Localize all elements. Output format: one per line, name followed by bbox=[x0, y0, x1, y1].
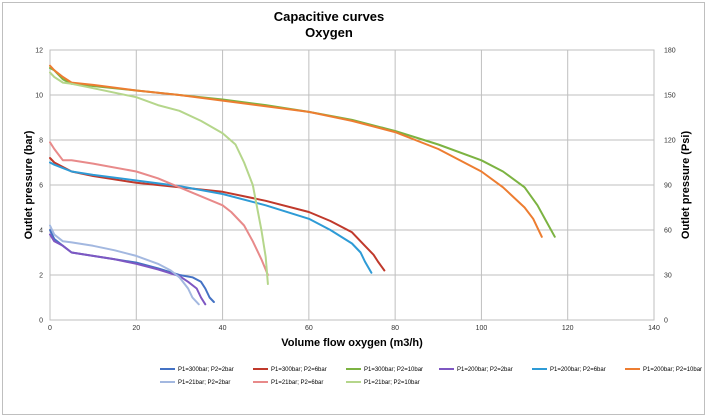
chart-subtitle: Oxygen bbox=[305, 25, 353, 40]
series-line bbox=[49, 224, 200, 306]
x-tick-label: 100 bbox=[476, 325, 488, 332]
x-tick-label: 140 bbox=[648, 325, 660, 332]
legend-label: P1=300bar; P2=10bar bbox=[364, 367, 423, 373]
y-tick-label: 6 bbox=[39, 183, 43, 190]
tick-labels: 0 20 40 60 80 100 120 1400246810120306090120150… bbox=[35, 48, 676, 333]
y2-tick-label: 150 bbox=[664, 93, 676, 100]
chart-title: Capacitive curves bbox=[274, 9, 385, 24]
x-tick-label: 20 bbox=[132, 325, 140, 332]
series-lines bbox=[49, 64, 556, 306]
legend-label: P1=200bar; P2=2bar bbox=[457, 367, 513, 373]
series-line bbox=[49, 161, 373, 274]
legend: P1=300bar; P2=2bar P1=300bar; P2=6bar P1=3… bbox=[160, 367, 702, 386]
legend-label: P1=21bar; P2=6bar bbox=[271, 380, 323, 386]
chart-frame bbox=[2, 2, 705, 415]
legend-label: P1=200bar; P2=6bar bbox=[550, 367, 606, 373]
y-tick-label: 10 bbox=[35, 93, 43, 100]
x-tick-label: 0 bbox=[48, 325, 52, 332]
y-tick-label: 4 bbox=[39, 228, 43, 235]
plot-area-border bbox=[49, 49, 655, 321]
series-line bbox=[49, 64, 543, 238]
legend-label: P1=21bar; P2=10bar bbox=[364, 380, 420, 386]
y2-tick-label: 180 bbox=[664, 48, 676, 55]
y2-tick-label: 30 bbox=[664, 273, 672, 280]
y2-tick-label: 60 bbox=[664, 228, 672, 235]
y2-tick-label: 120 bbox=[664, 138, 676, 145]
y2-tick-label: 0 bbox=[664, 318, 668, 325]
x-tick-label: 80 bbox=[391, 325, 399, 332]
y-tick-label: 2 bbox=[39, 273, 43, 280]
y-axis-title: Outlet pressure (bar) bbox=[23, 130, 35, 239]
legend-label: P1=300bar; P2=2bar bbox=[178, 367, 234, 373]
series-line bbox=[49, 71, 269, 285]
x-tick-label: 40 bbox=[219, 325, 227, 332]
series-line bbox=[49, 233, 207, 306]
legend-label: P1=21bar; P2=2bar bbox=[178, 380, 230, 386]
x-tick-label: 60 bbox=[305, 325, 313, 332]
y2-axis-title: Outlet pressure (Psi) bbox=[680, 131, 692, 240]
y-tick-label: 8 bbox=[39, 138, 43, 145]
series-line bbox=[49, 141, 269, 276]
legend-label: P1=300bar; P2=6bar bbox=[271, 367, 327, 373]
y-tick-label: 12 bbox=[35, 48, 43, 55]
y-tick-label: 0 bbox=[39, 318, 43, 325]
y2-tick-label: 90 bbox=[664, 183, 672, 190]
x-axis-title: Volume flow oxygen (m3/h) bbox=[281, 337, 423, 349]
x-tick-label: 120 bbox=[562, 325, 574, 332]
series-line bbox=[49, 67, 556, 238]
legend-label: P1=200bar; P2=10bar bbox=[643, 367, 702, 373]
